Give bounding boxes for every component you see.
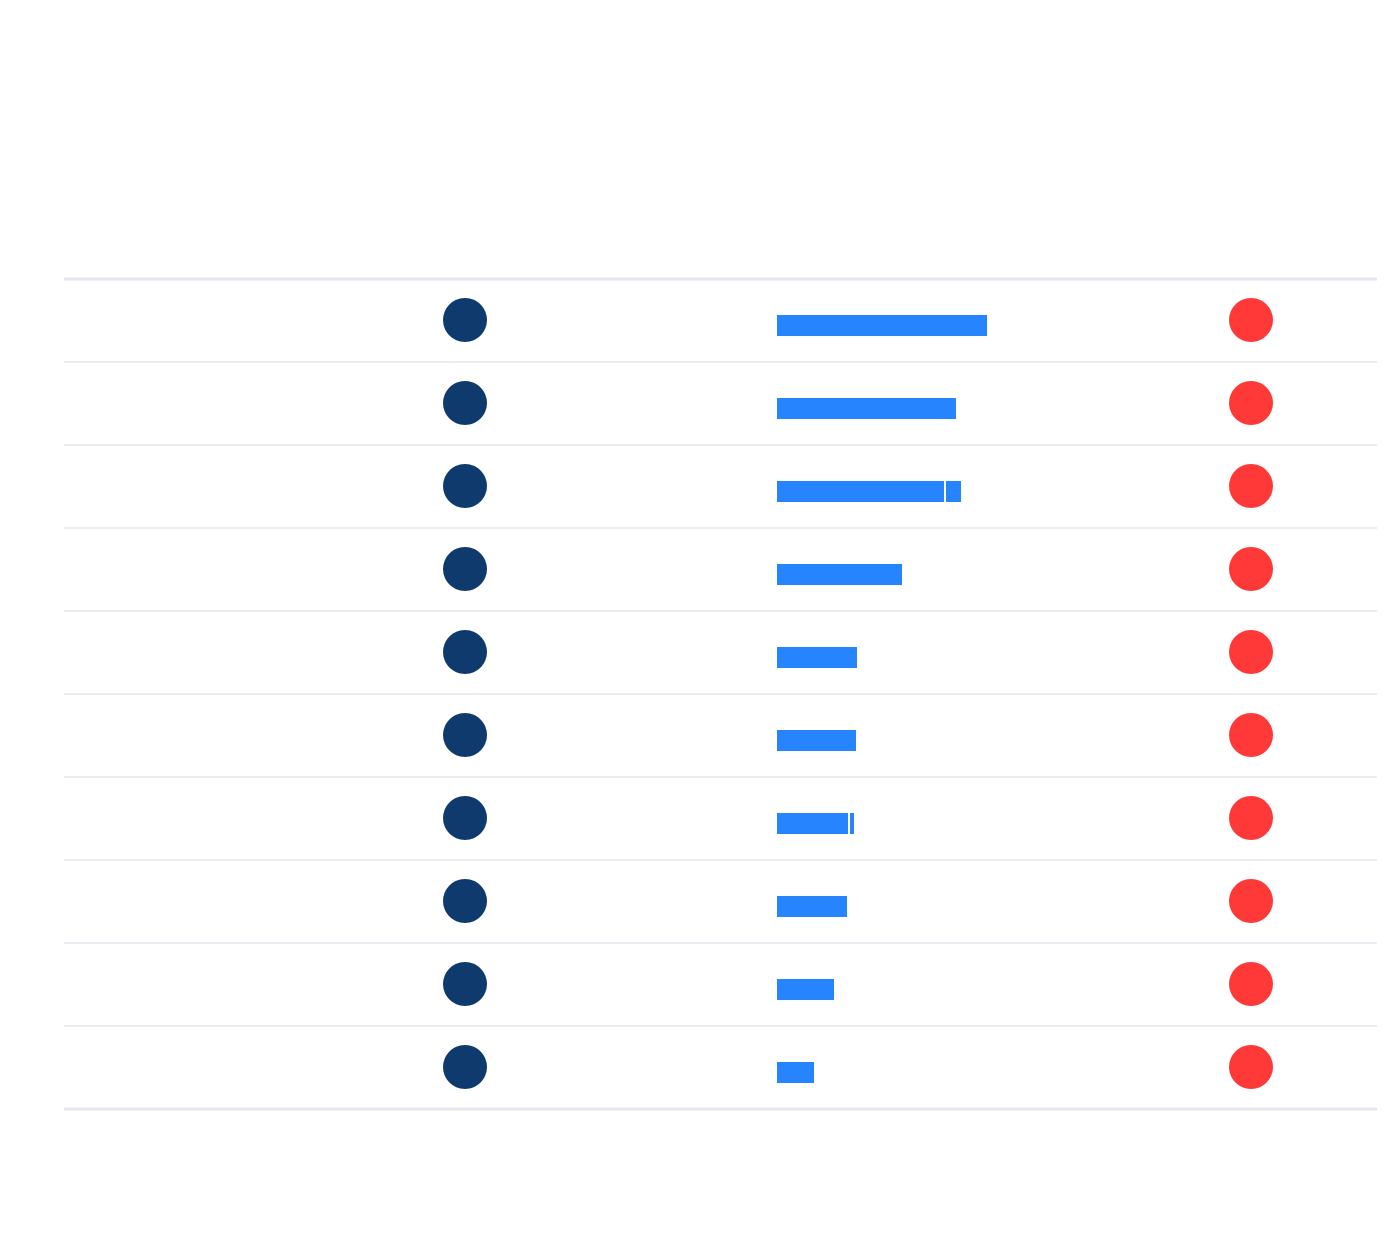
bar-segment xyxy=(777,813,848,834)
status-dot-red xyxy=(1229,962,1273,1006)
status-dot-red xyxy=(1229,879,1273,923)
status-dot-red xyxy=(1229,381,1273,425)
bar-segment xyxy=(946,481,961,502)
status-dot-dark xyxy=(443,1045,487,1089)
bar-segment xyxy=(777,564,902,585)
status-dot-dark xyxy=(443,381,487,425)
bar-segment xyxy=(777,730,856,751)
bar-segment xyxy=(777,481,944,502)
status-dot-red xyxy=(1229,630,1273,674)
status-dot-dark xyxy=(443,713,487,757)
bar-segment xyxy=(850,813,854,834)
status-dot-red xyxy=(1229,464,1273,508)
status-dot-red xyxy=(1229,547,1273,591)
status-dot-red xyxy=(1229,298,1273,342)
status-dot-dark xyxy=(443,298,487,342)
status-dot-dark xyxy=(443,796,487,840)
bar-segment xyxy=(777,1062,814,1083)
bar-segment xyxy=(777,315,987,336)
status-dot-red xyxy=(1229,1045,1273,1089)
status-dot-dark xyxy=(443,547,487,591)
status-dot-dark xyxy=(443,464,487,508)
status-dot-dark xyxy=(443,879,487,923)
bar-segment xyxy=(777,896,847,917)
status-dot-dark xyxy=(443,630,487,674)
bar-segment xyxy=(777,979,834,1000)
status-dot-red xyxy=(1229,713,1273,757)
bar-segment xyxy=(777,647,857,668)
status-dot-red xyxy=(1229,796,1273,840)
status-dot-dark xyxy=(443,962,487,1006)
bar-segment xyxy=(777,398,956,419)
